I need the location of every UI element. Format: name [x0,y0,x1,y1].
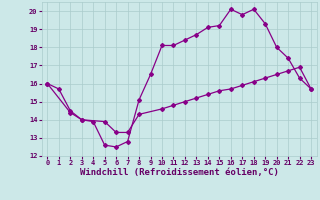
X-axis label: Windchill (Refroidissement éolien,°C): Windchill (Refroidissement éolien,°C) [80,168,279,177]
